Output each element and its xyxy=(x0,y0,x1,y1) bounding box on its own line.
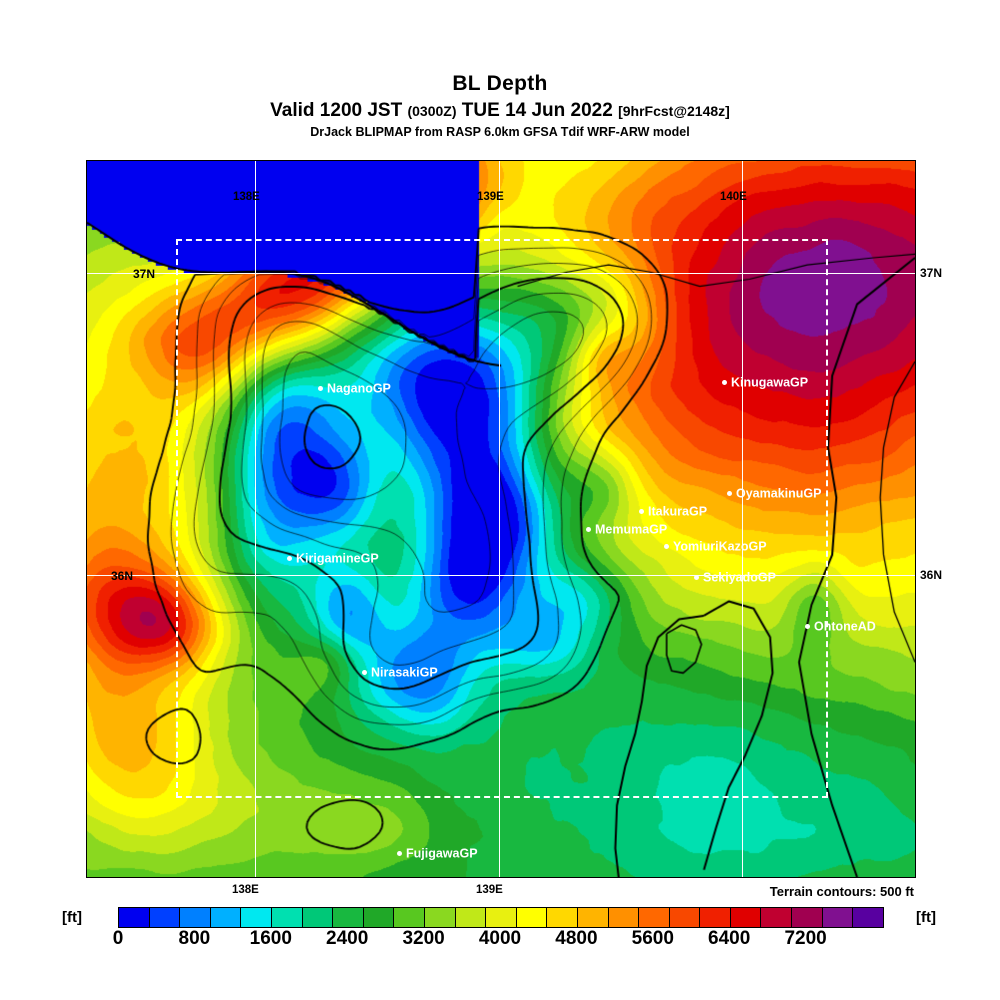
colorbar-swatch-0 xyxy=(119,908,150,927)
colorbar-swatch-14 xyxy=(547,908,578,927)
station-memumagp[interactable]: MemumaGP xyxy=(586,523,667,536)
valid-time-line: Valid 1200 JST (0300Z) TUE 14 Jun 2022 [… xyxy=(0,100,1000,122)
station-dot-icon xyxy=(694,575,699,581)
colorbar-swatch-3 xyxy=(210,908,242,927)
station-dot-icon xyxy=(586,527,591,533)
colorbar-swatch-10 xyxy=(424,908,456,927)
lat-label-right-37n: 37N xyxy=(920,266,943,280)
colorbar-swatches xyxy=(118,907,884,928)
station-naganogp[interactable]: NaganoGP xyxy=(318,382,391,395)
station-dot-icon xyxy=(639,509,644,515)
colorbar-tick-1600: 1600 xyxy=(249,928,292,949)
colorbar-swatch-21 xyxy=(761,908,793,927)
colorbar-swatch-16 xyxy=(608,908,640,927)
colorbar-unit-right: [ft] xyxy=(916,909,936,926)
terrain-contour-note: Terrain contours: 500 ft xyxy=(769,884,914,899)
colorbar-tick-4800: 4800 xyxy=(555,928,598,949)
station-label: NaganoGP xyxy=(327,381,391,396)
colorbar-swatch-5 xyxy=(271,908,303,927)
station-dot-icon xyxy=(727,491,732,497)
colorbar-swatch-4 xyxy=(241,908,272,927)
valid-date: TUE 14 Jun 2022 xyxy=(461,100,613,121)
colorbar-swatch-18 xyxy=(669,908,701,927)
colorbar-tick-800: 800 xyxy=(178,928,211,949)
colorbar-tick-labels: 0 800 1600 2400 3200 4000 4800 5600 6400 7200 xyxy=(0,928,1000,956)
colorbar-legend: [ft] [ft] 0 800 1600 2400 3200 4000 4800 5600 64… xyxy=(0,903,1000,963)
forecast-tag: [9hrFcst@2148z] xyxy=(618,103,730,119)
colorbar-swatch-8 xyxy=(363,908,395,927)
station-label: KirigamineGP xyxy=(296,551,379,566)
colorbar-swatch-6 xyxy=(302,908,334,927)
header-block: BL Depth Valid 1200 JST (0300Z) TUE 14 J… xyxy=(0,0,1000,139)
station-sekiyadogp[interactable]: SekiyadoGP xyxy=(694,571,776,584)
colorbar-tick-0: 0 xyxy=(112,928,124,949)
valid-prefix: Valid 1200 JST xyxy=(270,100,403,121)
station-yomiurikazogp[interactable]: YomiuriKazoGP xyxy=(664,540,767,553)
colorbar-swatch-24 xyxy=(853,908,883,927)
station-label: YomiuriKazoGP xyxy=(673,539,767,554)
colorbar-swatch-13 xyxy=(516,908,548,927)
station-label: OyamakinuGP xyxy=(736,486,822,501)
valid-utc: (0300Z) xyxy=(407,103,457,119)
colorbar-unit-left: [ft] xyxy=(62,909,82,926)
colorbar-swatch-23 xyxy=(822,908,854,927)
station-label: MemumaGP xyxy=(595,522,668,537)
colorbar-tick-5600: 5600 xyxy=(631,928,674,949)
station-kirigaminegp[interactable]: KirigamineGP xyxy=(287,552,379,565)
colorbar-tick-7200: 7200 xyxy=(784,928,827,949)
station-dot-icon xyxy=(287,556,292,562)
colorbar-swatch-11 xyxy=(455,908,487,927)
colorbar-swatch-9 xyxy=(394,908,425,927)
lon-label-140e: 140E xyxy=(720,191,747,203)
colorbar-swatch-12 xyxy=(486,908,517,927)
lat-label-37n: 37N xyxy=(133,267,156,281)
forecast-map[interactable]: 138E 139E 140E 37N 36N NaganoGP Kinugawa… xyxy=(86,160,916,878)
station-label: ItakuraGP xyxy=(648,504,708,519)
station-fujigawagp[interactable]: FujigawaGP xyxy=(397,847,478,860)
colorbar-swatch-17 xyxy=(639,908,670,927)
lon-label-bottom-138e: 138E xyxy=(232,884,259,896)
lat-label-right-36n: 36N xyxy=(920,568,943,582)
station-kinugawagp[interactable]: KinugawaGP xyxy=(722,376,808,389)
colorbar-swatch-7 xyxy=(333,908,364,927)
station-itakuragp[interactable]: ItakuraGP xyxy=(639,505,707,518)
page-title: BL Depth xyxy=(452,72,548,95)
model-description: DrJack BLIPMAP from RASP 6.0km GFSA Tdif… xyxy=(310,125,690,139)
station-dot-icon xyxy=(722,380,727,386)
colorbar-swatch-1 xyxy=(149,908,181,927)
station-label: NirasakiGP xyxy=(371,665,438,680)
station-dot-icon xyxy=(664,544,669,550)
station-label: OhtoneAD xyxy=(814,619,876,634)
colorbar-swatch-15 xyxy=(577,908,609,927)
lon-label-bottom-139e: 139E xyxy=(476,884,503,896)
lon-label-139e: 139E xyxy=(477,191,504,203)
colorbar-swatch-22 xyxy=(792,908,823,927)
colorbar-swatch-19 xyxy=(700,908,731,927)
colorbar-swatch-2 xyxy=(180,908,211,927)
station-label: KinugawaGP xyxy=(731,375,809,390)
station-dot-icon xyxy=(397,851,402,857)
station-dot-icon xyxy=(362,670,367,676)
colorbar-tick-3200: 3200 xyxy=(402,928,445,949)
lat-label-36n: 36N xyxy=(111,569,134,583)
station-dot-icon xyxy=(805,624,810,630)
bl-depth-heatmap xyxy=(87,161,915,877)
station-nirasakigp[interactable]: NirasakiGP xyxy=(362,666,438,679)
station-label: FujigawaGP xyxy=(406,846,478,861)
lon-label-138e: 138E xyxy=(233,191,260,203)
colorbar-tick-2400: 2400 xyxy=(326,928,369,949)
station-label: SekiyadoGP xyxy=(703,570,776,585)
colorbar-swatch-20 xyxy=(730,908,762,927)
station-dot-icon xyxy=(318,386,323,392)
station-oyamakinugp[interactable]: OyamakinuGP xyxy=(727,487,821,500)
colorbar-tick-4000: 4000 xyxy=(478,928,522,949)
colorbar-tick-6400: 6400 xyxy=(708,928,751,949)
station-ohtonead[interactable]: OhtoneAD xyxy=(805,620,876,633)
